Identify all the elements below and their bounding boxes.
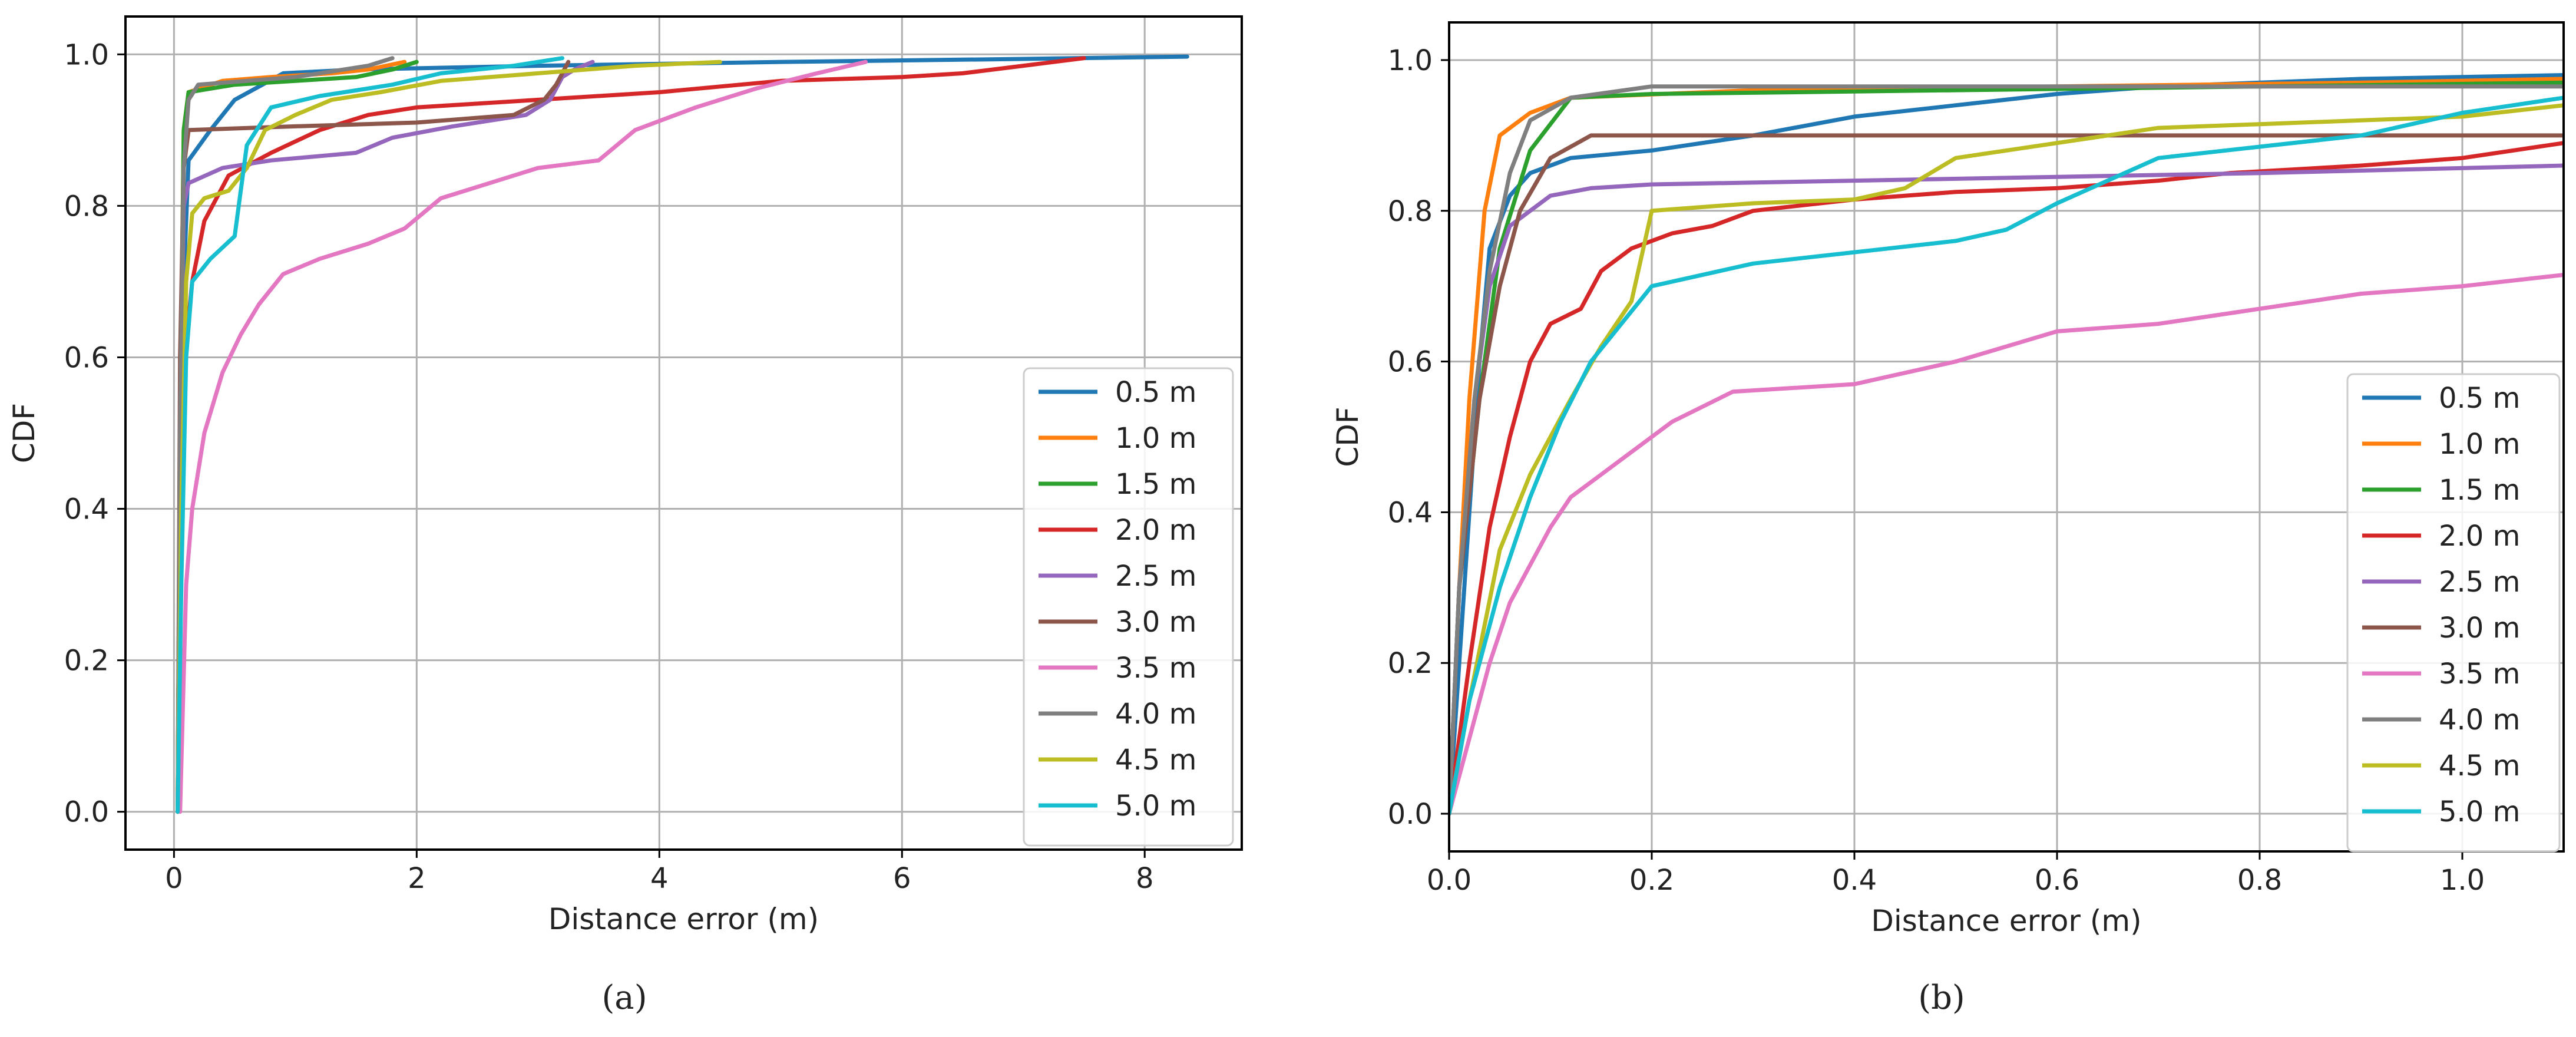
x-tick-label: 0.0: [1427, 864, 1471, 897]
chart-b: 0.0 0.2 0.4 0.6 0.8 1.0 0.0 0.2 0.4 0.6 0.8 1.0 Dist…: [1331, 21, 2565, 1017]
subfigure-caption: (b): [1918, 979, 1965, 1017]
x-tick-label: 0.8: [2237, 864, 2282, 897]
y-tick-label: 0.8: [64, 190, 109, 223]
legend-label: 1.5 m: [2439, 474, 2520, 507]
series-line-3-0-m: [1449, 133, 2564, 816]
series-line-3-5-m: [1449, 273, 2564, 816]
y-axis-label: CDF: [1331, 407, 1365, 467]
legend-box: [1023, 367, 1234, 847]
legend-box: [2346, 373, 2561, 853]
series-line-4-0-m: [1449, 84, 2564, 816]
legend-label: 1.0 m: [2439, 428, 2520, 461]
legend-label: 3.0 m: [2439, 612, 2520, 645]
x-tick-label: 0.6: [2035, 864, 2079, 897]
x-tick-label: 4: [650, 862, 669, 895]
grid-lines: [125, 16, 1242, 850]
legend-label: 3.0 m: [1115, 606, 1196, 639]
x-tick-label: 0.2: [1629, 864, 1674, 897]
x-tick-label: 0: [165, 862, 183, 895]
legend-label: 2.5 m: [1115, 560, 1196, 593]
legend: 0.5 m 1.0 m 1.5 m 2.0 m 2.5 m 3.0 m 3.5 m 4.0 m…: [2346, 373, 2561, 853]
y-tick-label: 0.4: [1388, 496, 1433, 529]
axes-frame: [1448, 21, 2565, 853]
legend-label: 4.0 m: [1115, 698, 1196, 731]
subfigure-caption: (a): [601, 979, 647, 1017]
legend-label: 1.5 m: [1115, 468, 1196, 501]
y-tick-label: 0.2: [64, 645, 109, 678]
legend-label: 0.5 m: [2439, 382, 2520, 415]
legend-label: 4.5 m: [1115, 744, 1196, 777]
y-axis-label: CDF: [7, 403, 41, 463]
x-tick-label: 1.0: [2440, 864, 2485, 897]
series-line-4-5-m: [1449, 103, 2564, 816]
x-tick-label: 6: [893, 862, 911, 895]
chart-a: 0 2 4 6 8 0.0 0.2 0.4 0.6 0.8 1.0 Distance error (m…: [7, 15, 1243, 1017]
series-line-3-5-m: [178, 60, 868, 814]
legend-label: 5.0 m: [1115, 790, 1196, 823]
x-tick-label: 0.4: [1832, 864, 1877, 897]
y-tick-label: 1.0: [64, 38, 109, 71]
y-tick-label: 0.6: [1388, 346, 1433, 379]
legend-label: 3.5 m: [2439, 658, 2520, 691]
legend-label: 0.5 m: [1115, 376, 1196, 409]
x-tick-label: 2: [408, 862, 426, 895]
series-line-4-0-m: [176, 56, 395, 814]
x-axis-label: Distance error (m): [1871, 904, 2141, 938]
series-line-4-5-m: [176, 60, 722, 814]
y-tick-label: 0.6: [64, 341, 109, 374]
legend-label: 5.0 m: [2439, 795, 2520, 828]
series-line-5-0-m: [176, 56, 564, 814]
x-axis-label: Distance error (m): [548, 902, 819, 936]
legend-label: 3.5 m: [1115, 652, 1196, 685]
legend-label: 4.5 m: [2439, 749, 2520, 782]
series-group: [1449, 73, 2564, 816]
y-tick-label: 0.4: [64, 493, 109, 526]
legend-label: 2.5 m: [2439, 566, 2520, 599]
y-tick-label: 0.0: [1388, 798, 1433, 831]
axes-frame: [124, 15, 1243, 851]
series-line-5-0-m: [1449, 95, 2564, 816]
legend-label: 2.0 m: [1115, 514, 1196, 547]
legend-label: 1.0 m: [1115, 422, 1196, 455]
legend-label: 4.0 m: [2439, 704, 2520, 737]
legend-label: 2.0 m: [2439, 520, 2520, 553]
series-group: [176, 54, 1189, 814]
y-tick-label: 0.8: [1388, 195, 1433, 228]
y-tick-label: 0.0: [64, 796, 109, 829]
y-tick-label: 1.0: [1388, 44, 1433, 77]
legend: 0.5 m 1.0 m 1.5 m 2.0 m 2.5 m 3.0 m 3.5 m 4.0 m…: [1023, 367, 1234, 847]
x-tick-label: 8: [1136, 862, 1154, 895]
y-tick-label: 0.2: [1388, 647, 1433, 680]
